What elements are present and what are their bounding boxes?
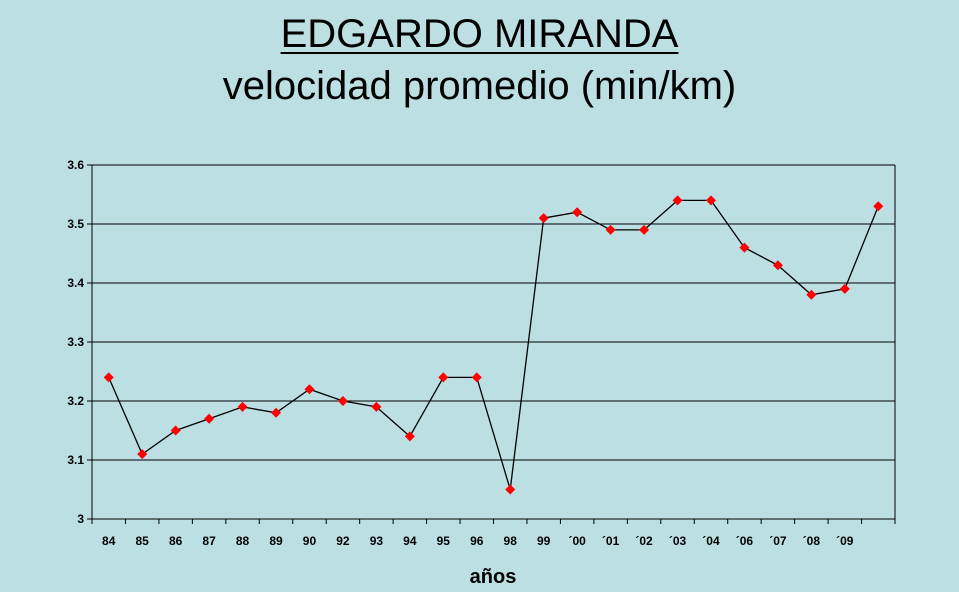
- x-tick-label: ´09: [836, 534, 854, 548]
- x-tick-label: 94: [403, 534, 417, 548]
- data-point: [103, 372, 114, 383]
- x-tick-label: 90: [303, 534, 317, 548]
- y-tick-label: 3.4: [67, 276, 84, 290]
- y-tick-label: 3.2: [67, 394, 84, 408]
- data-point: [471, 372, 482, 383]
- x-tick-label: 92: [336, 534, 350, 548]
- data-point: [371, 401, 382, 412]
- x-tick-label: 88: [236, 534, 250, 548]
- y-tick-labels: 3 3.1 3.2 3.3 3.4 3.5 3.6: [67, 158, 92, 526]
- x-tick-label: ´00: [568, 534, 586, 548]
- data-point: [739, 242, 750, 253]
- data-point: [605, 224, 616, 235]
- data-point: [639, 224, 650, 235]
- x-tick-label: 99: [537, 534, 551, 548]
- y-tick-label: 3.5: [67, 217, 84, 231]
- data-point: [137, 449, 148, 460]
- data-point: [772, 260, 783, 271]
- data-point: [705, 195, 716, 206]
- data-point: [873, 201, 884, 212]
- series-line: [108, 199, 879, 490]
- x-tick-label: ´02: [635, 534, 653, 548]
- x-tick-labels: 84 85 86 87 88 89 90 92 93 94 95 96 98 99 ´00 ´01 ´02 ´03…: [91, 519, 896, 548]
- x-tick-label: ´08: [803, 534, 821, 548]
- x-tick-label: ´04: [702, 534, 720, 548]
- data-point: [806, 289, 817, 300]
- y-tick-label: 3.1: [67, 453, 84, 467]
- x-tick-label: ´06: [736, 534, 754, 548]
- x-tick-label: 84: [102, 534, 116, 548]
- data-point: [672, 195, 683, 206]
- data-point: [404, 431, 415, 442]
- data-series: [103, 195, 884, 495]
- x-tick-label: 89: [269, 534, 283, 548]
- x-tick-label: 87: [202, 534, 216, 548]
- x-tick-label: 98: [504, 534, 518, 548]
- x-tick-label: 93: [370, 534, 384, 548]
- y-tick-label: 3.6: [67, 158, 84, 172]
- x-axis-label: años: [470, 566, 517, 588]
- data-point: [572, 207, 583, 218]
- x-tick-label: 96: [470, 534, 484, 548]
- chart-subtitle: velocidad promedio (min/km): [222, 64, 737, 108]
- data-point: [170, 425, 181, 436]
- data-point: [304, 384, 315, 395]
- chart-title: EDGARDO MIRANDA: [280, 12, 679, 56]
- data-point: [505, 484, 516, 495]
- y-tick-label: 3: [77, 512, 84, 526]
- x-tick-label: 95: [437, 534, 451, 548]
- data-point: [438, 372, 449, 383]
- x-tick-label: ´03: [669, 534, 687, 548]
- gridlines: [92, 164, 895, 461]
- data-point: [337, 396, 348, 406]
- y-tick-label: 3.3: [67, 335, 84, 349]
- x-tick-label: ´01: [602, 534, 620, 548]
- data-point: [271, 407, 282, 418]
- data-point: [839, 283, 850, 294]
- data-point: [237, 401, 248, 412]
- data-point: [538, 213, 549, 224]
- x-tick-label: 86: [169, 534, 183, 548]
- data-point: [204, 413, 215, 424]
- x-tick-label: ´07: [769, 534, 787, 548]
- x-tick-label: 85: [136, 534, 150, 548]
